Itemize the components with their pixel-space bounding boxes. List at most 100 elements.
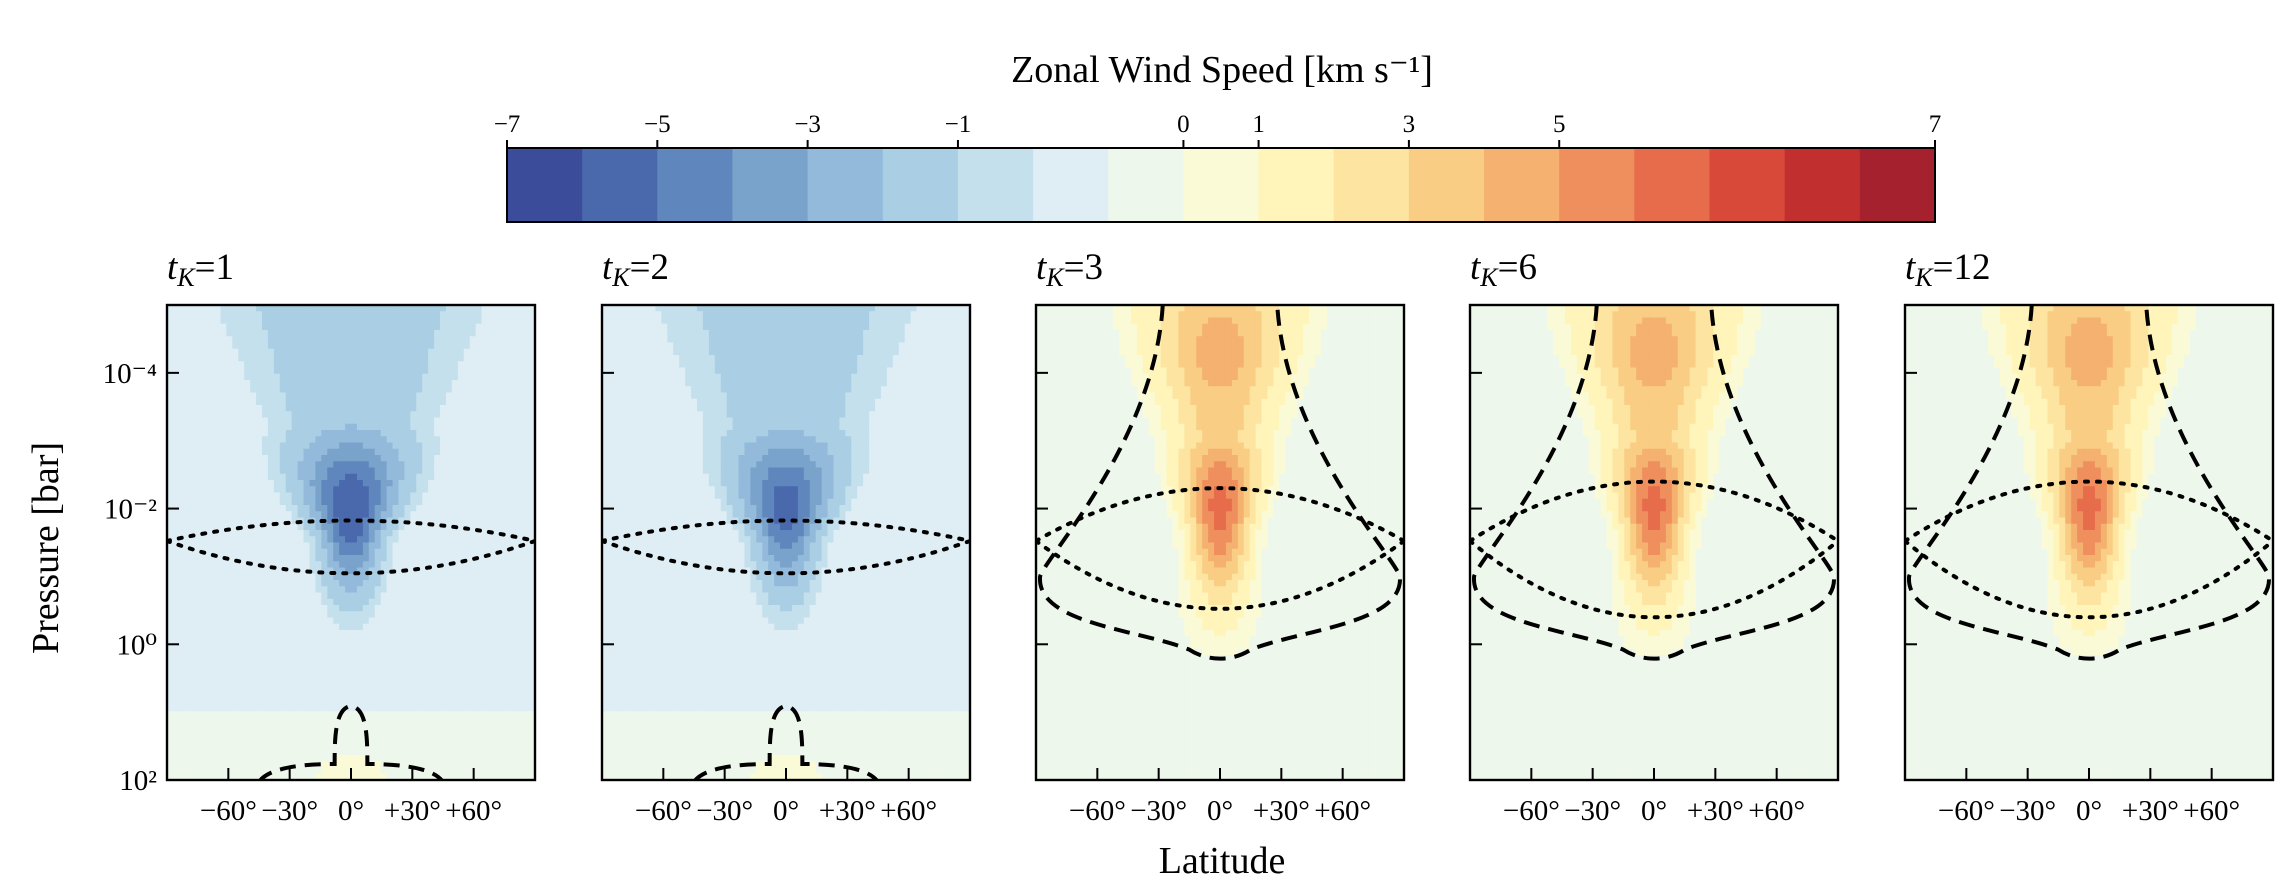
heatmap-cell [469,467,477,475]
heatmap-cell [315,467,323,475]
heatmap-cell [392,405,400,412]
heatmap-cell [487,498,495,506]
heatmap-cell [511,705,518,712]
heatmap-cell [356,723,364,731]
heatmap-cell [440,761,447,769]
heatmap-cell [291,361,299,369]
heatmap-cell [232,348,239,356]
heatmap-cell [261,492,269,500]
heatmap-cell [303,330,311,337]
heatmap-cell [386,505,394,512]
heatmap-cell [404,367,412,375]
heatmap-cell [267,767,275,775]
heatmap-cell [167,648,174,656]
heatmap-cell [285,592,293,600]
heatmap-cell [321,605,328,612]
heatmap-cell [339,636,346,644]
heatmap-cell [232,517,239,525]
heatmap-cell [333,648,340,656]
heatmap-cell [356,623,364,631]
heatmap-cell [445,598,453,606]
heatmap-cell [333,592,340,600]
heatmap-cell [726,311,734,319]
heatmap-cell [362,323,370,331]
heatmap-cell [327,317,334,325]
heatmap-cell [475,623,483,631]
heatmap-cell [451,748,459,756]
heatmap-cell [351,623,358,631]
heatmap-cell [416,592,423,600]
heatmap-cell [386,730,394,737]
heatmap-cell [178,673,186,681]
heatmap-cell [172,348,180,356]
heatmap-cell [499,573,507,581]
heatmap-cell [511,305,518,312]
heatmap-cell [291,717,299,725]
heatmap-cell [398,580,406,587]
heatmap-cell [410,555,417,562]
heatmap-cell [374,723,382,731]
heatmap-cell [505,642,512,650]
heatmap-cell [226,755,233,762]
heatmap-cell [374,648,382,656]
heatmap-cell [434,480,441,487]
heatmap-cell [267,311,275,319]
heatmap-cell [250,398,257,406]
heatmap-cell [351,336,358,344]
heatmap-cell [256,511,263,519]
heatmap-cell [167,573,174,581]
heatmap-cell [386,498,394,506]
heatmap-cell [362,492,370,500]
heatmap-cell [196,367,204,375]
heatmap-cell [493,680,501,687]
heatmap-cell [279,661,287,669]
heatmap-cell [297,692,305,700]
heatmap-cell [267,605,275,612]
heatmap-cell [445,523,453,531]
heatmap-cell [339,511,346,519]
heatmap-cell [261,461,269,469]
heatmap-cell [356,380,364,387]
heatmap-cell [463,586,471,594]
heatmap-cell [327,530,334,537]
heatmap-cell [529,636,535,644]
heatmap-cell [493,436,501,444]
heatmap-cell [463,342,471,350]
heatmap-cell [208,342,216,350]
heatmap-cell [351,680,358,687]
heatmap-cell [345,336,352,344]
heatmap-cell [297,305,305,312]
heatmap-cell [392,330,400,337]
heatmap-cell [457,317,465,325]
heatmap-cell [815,311,823,319]
heatmap-cell [178,705,186,712]
heatmap-cell [445,773,453,780]
heatmap-cell [244,686,251,694]
heatmap-cell [214,655,222,662]
y-tick-label: 10⁻⁴ [103,358,157,390]
heatmap-cell [505,330,512,337]
colorbar-segment [1634,148,1711,222]
heatmap-cell [285,348,293,356]
heatmap-cell [523,548,530,556]
heatmap-cell [190,330,198,337]
heatmap-cell [315,305,323,312]
heatmap-cell [178,755,186,762]
heatmap-cell [451,398,459,406]
heatmap-cell [184,317,192,325]
heatmap-cell [261,642,269,650]
heatmap-cell [499,773,507,780]
heatmap-cell [368,767,376,775]
heatmap-cell [327,680,334,687]
heatmap-cell [445,386,453,394]
heatmap-cell [738,311,746,319]
heatmap-cell [434,467,441,475]
heatmap-cell [345,673,352,681]
heatmap-cell [309,692,317,700]
heatmap-cell [220,586,228,594]
heatmap-cell [469,592,477,600]
heatmap-cell [297,467,305,475]
heatmap-cell [511,498,518,506]
heatmap-cell [232,473,239,481]
heatmap-cell [440,680,447,687]
